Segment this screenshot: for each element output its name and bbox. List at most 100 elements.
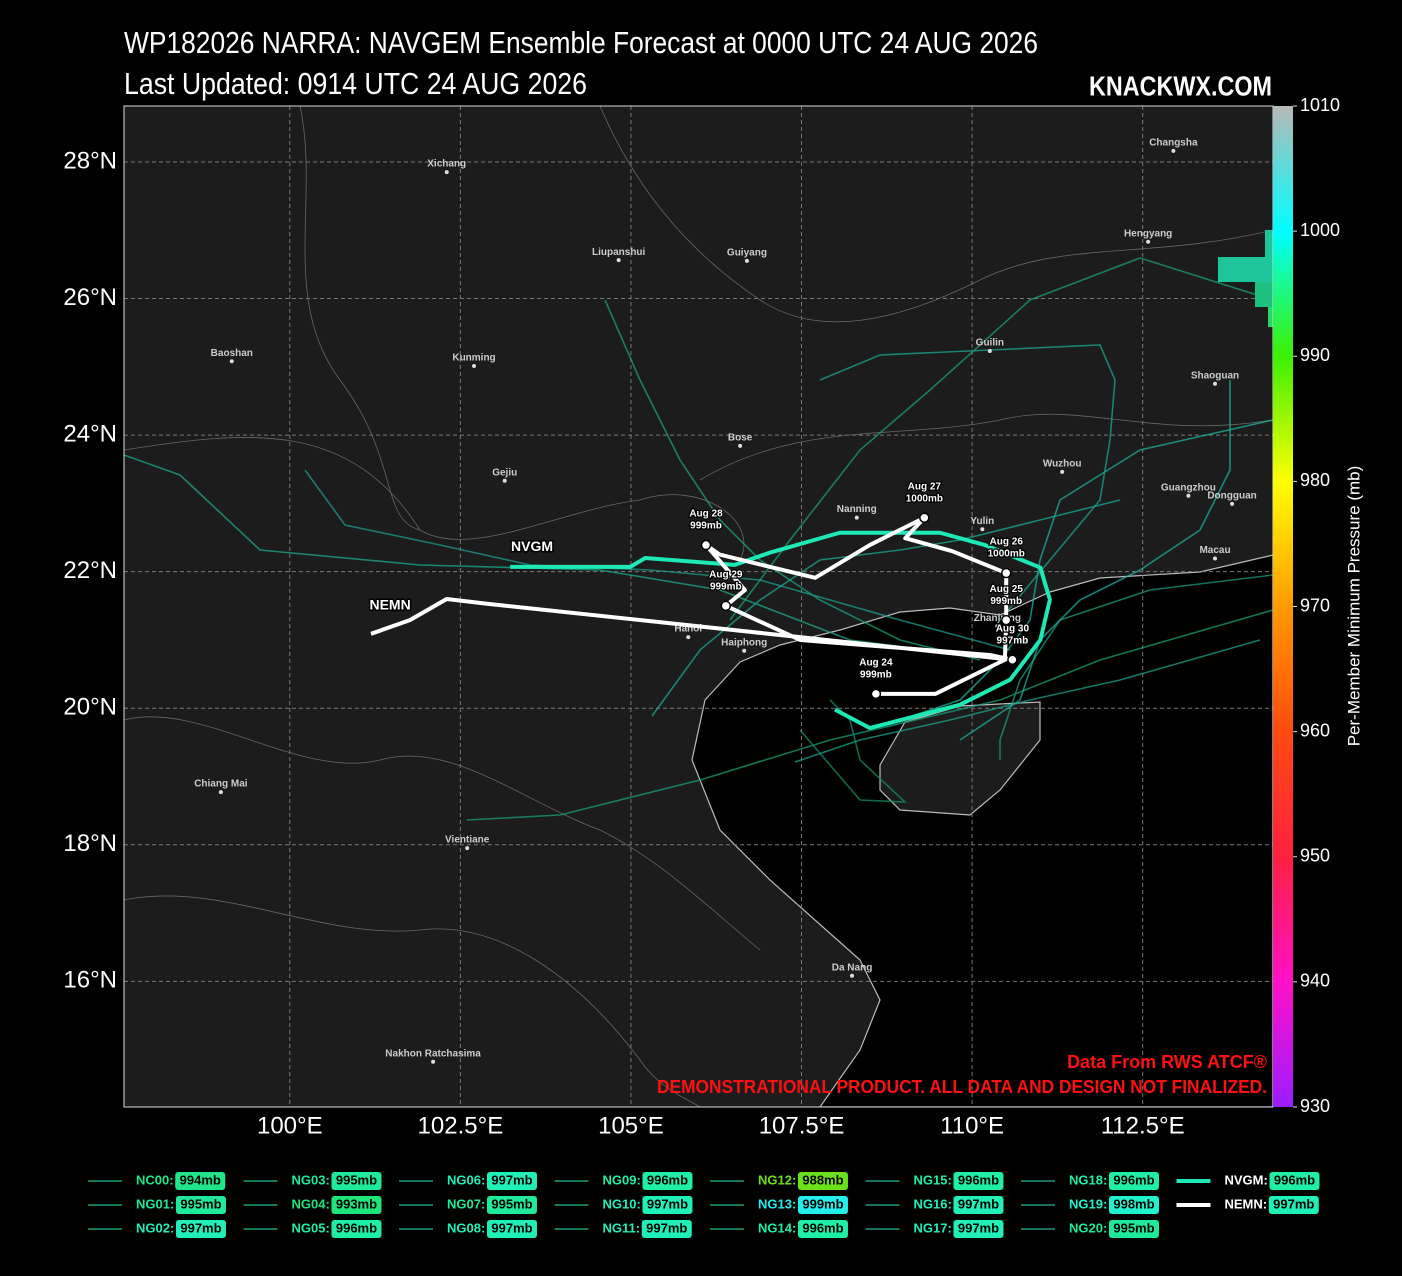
legend-pressure: 993mb bbox=[336, 1196, 377, 1211]
ensemble-track bbox=[466, 609, 1273, 821]
legend-name: NG19 bbox=[1069, 1196, 1103, 1211]
border bbox=[599, 106, 1273, 323]
legend-badge bbox=[331, 1172, 382, 1190]
ensemble-track bbox=[729, 257, 1273, 621]
legend-badge bbox=[642, 1196, 693, 1214]
legend-name: NG07 bbox=[447, 1196, 481, 1211]
legend-pressure: 999mb bbox=[802, 1196, 843, 1211]
city-dot bbox=[1171, 148, 1176, 153]
legend-pressure: 995mb bbox=[180, 1196, 221, 1211]
forecast-pressure: 997mb bbox=[997, 635, 1029, 646]
city-label: Chiang Mai bbox=[194, 779, 248, 790]
forecast-point bbox=[1000, 567, 1012, 579]
forecast-point bbox=[700, 539, 712, 551]
city-dot bbox=[987, 348, 992, 353]
borders bbox=[124, 106, 1273, 1107]
city-dot bbox=[686, 635, 691, 640]
city-dot bbox=[980, 527, 985, 532]
legend-pressure: 997mb bbox=[646, 1220, 687, 1235]
border bbox=[699, 413, 1273, 481]
legend-colon: : bbox=[1264, 1172, 1268, 1187]
city-dot bbox=[444, 170, 449, 175]
forecast-date: Aug 24 bbox=[859, 658, 893, 669]
legend-badge bbox=[642, 1172, 693, 1190]
y-tick-label: 28°N bbox=[63, 147, 117, 174]
legend-colon: : bbox=[636, 1172, 640, 1187]
ensemble-track bbox=[999, 574, 1273, 760]
ensemble-track bbox=[794, 639, 1261, 763]
y-tick-label: 22°N bbox=[63, 557, 117, 584]
ensemble-track bbox=[604, 299, 981, 661]
city-dot bbox=[1186, 493, 1191, 498]
forecast-pressure: 1000mb bbox=[906, 493, 943, 504]
track bbox=[370, 515, 1015, 696]
forecast-point bbox=[720, 600, 732, 612]
colorbar-tick-label: 950 bbox=[1300, 846, 1330, 866]
legend-name: NG14 bbox=[758, 1220, 793, 1235]
legend-badge bbox=[797, 1196, 848, 1214]
pressure-block bbox=[1255, 282, 1273, 307]
forecast-date: Aug 29 bbox=[709, 569, 743, 580]
y-tick-label: 16°N bbox=[63, 967, 117, 994]
legend-colon: : bbox=[636, 1220, 640, 1235]
colorbar-tick-label: 940 bbox=[1300, 971, 1330, 991]
city-label: Macau bbox=[1199, 545, 1230, 556]
pressure-blocks bbox=[1218, 230, 1273, 327]
city-dot bbox=[616, 258, 621, 263]
city-label: Wuzhou bbox=[1043, 458, 1082, 469]
forecast-date: Aug 30 bbox=[996, 623, 1030, 634]
colorbar-label: Per-Member Minimum Pressure (mb) bbox=[1344, 466, 1363, 747]
city-dot bbox=[1213, 556, 1218, 561]
legend-pressure: 996mb bbox=[1113, 1172, 1154, 1187]
legend-name: NG16 bbox=[914, 1196, 948, 1211]
border bbox=[124, 437, 745, 561]
city-dot bbox=[854, 515, 859, 520]
legend: NC00:994mbNG01:995mbNG02:997mbNG03:995mb… bbox=[88, 1172, 1320, 1238]
city-label: Guilin bbox=[976, 338, 1004, 349]
legend-pressure: 995mb bbox=[1113, 1220, 1154, 1235]
colorbar-tick-label: 970 bbox=[1300, 595, 1330, 615]
forecast-pressure: 999mb bbox=[860, 670, 892, 681]
x-tick-label: 105°E bbox=[598, 1112, 664, 1139]
forecast-point bbox=[870, 688, 882, 700]
legend-name: NG12 bbox=[758, 1172, 792, 1187]
legend-badge bbox=[486, 1172, 537, 1190]
ensemble-tracks bbox=[124, 257, 1273, 821]
legend-pressure: 994mb bbox=[180, 1172, 221, 1187]
city-dot bbox=[1060, 469, 1065, 474]
y-tick-label: 24°N bbox=[63, 420, 117, 447]
legend-pressure: 997mb bbox=[491, 1172, 532, 1187]
legend-badge bbox=[953, 1196, 1004, 1214]
legend-badge bbox=[331, 1220, 382, 1238]
legend-colon: : bbox=[947, 1196, 951, 1211]
forecast-pressure: 1000mb bbox=[988, 549, 1025, 560]
map-layer: Xichang Changsha Liupanshui Guiyang Hengyang… bbox=[194, 138, 1257, 1064]
legend-colon: : bbox=[325, 1172, 329, 1187]
x-tick-label: 110°E bbox=[940, 1112, 1004, 1139]
legend-badge bbox=[1108, 1220, 1159, 1238]
border bbox=[299, 106, 421, 531]
forecast-pressure: 999mb bbox=[690, 521, 722, 532]
legend-colon: : bbox=[636, 1196, 640, 1211]
subtitle: Last Updated: 0914 UTC 24 AUG 2026 bbox=[124, 66, 587, 101]
legend-name: NG08 bbox=[447, 1220, 481, 1235]
legend-pressure: 998mb bbox=[1113, 1196, 1154, 1211]
colorbar-tick-label: 960 bbox=[1300, 720, 1330, 740]
legend-colon: : bbox=[170, 1196, 174, 1211]
colorbar-tick-label: 930 bbox=[1300, 1096, 1330, 1116]
x-tick-label: 102.5°E bbox=[418, 1112, 504, 1139]
sea bbox=[691, 554, 1273, 1107]
legend-name: NVGM bbox=[1225, 1172, 1264, 1187]
legend-pressure: 996mb bbox=[1274, 1172, 1315, 1187]
credit: Data From RWS ATCF® bbox=[1067, 1052, 1267, 1072]
legend-badge bbox=[797, 1172, 848, 1190]
city-label: Bose bbox=[728, 433, 753, 444]
city-dot bbox=[1230, 501, 1235, 506]
legend-colon: : bbox=[947, 1172, 951, 1187]
legend-colon: : bbox=[325, 1220, 329, 1235]
city-label: Xichang bbox=[427, 159, 466, 170]
legend-badge bbox=[1268, 1196, 1319, 1214]
colorbar-tick-label: 1010 bbox=[1300, 95, 1340, 115]
legend-colon: : bbox=[1263, 1196, 1267, 1211]
